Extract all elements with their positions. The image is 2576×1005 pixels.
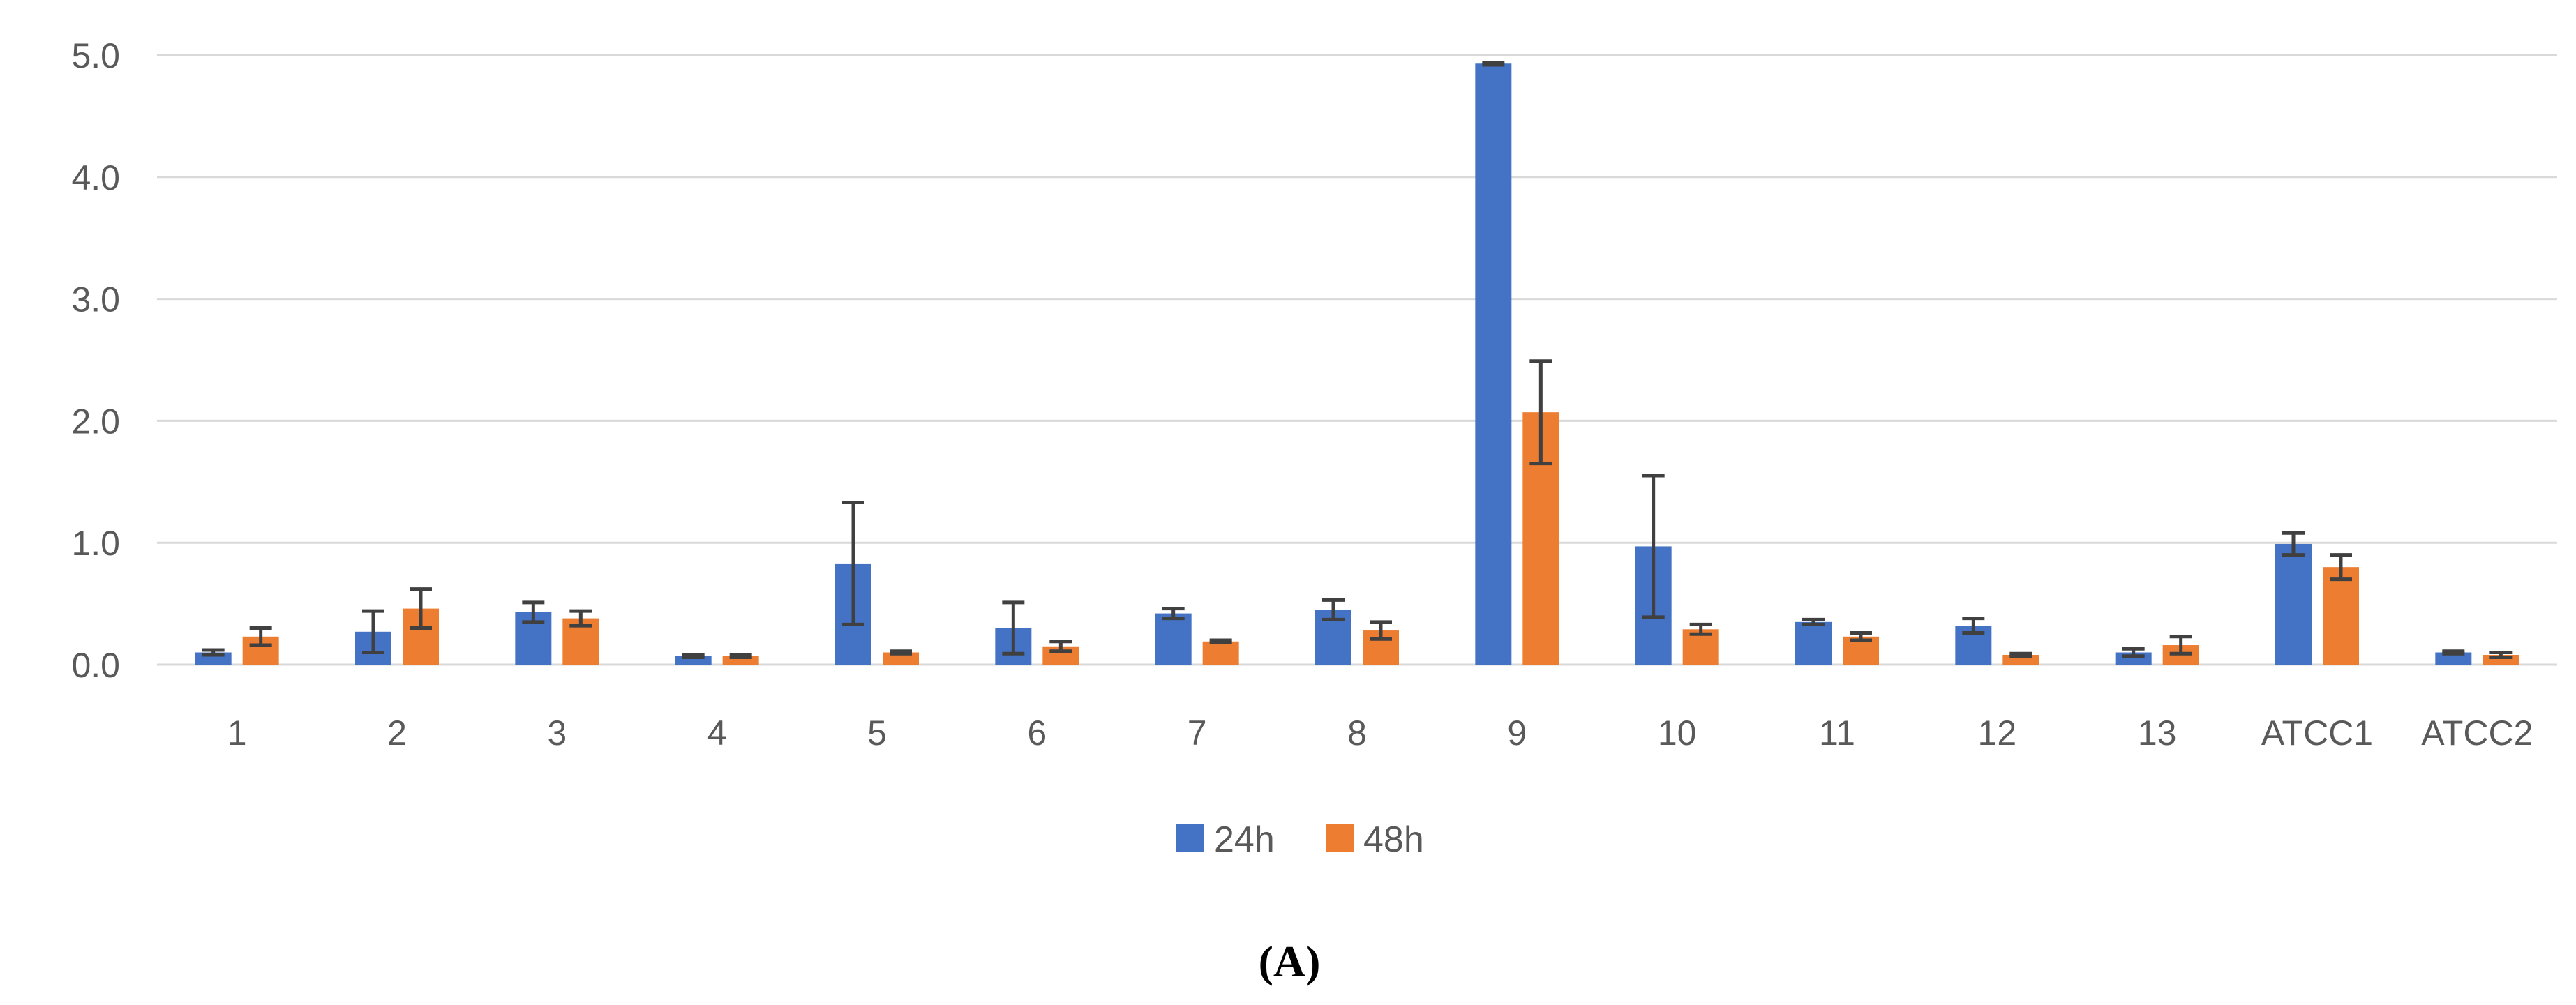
- x-tick-label-3: 3: [547, 713, 567, 753]
- x-tick-label-11: 11: [1819, 713, 1855, 753]
- x-tick-label-7: 7: [1188, 713, 1207, 753]
- legend-swatch-48h: [1326, 824, 1354, 852]
- bar-24h-ATCC1: [2275, 543, 2312, 665]
- x-tick-label-6: 6: [1027, 713, 1047, 753]
- x-tick-label-9: 9: [1507, 713, 1527, 753]
- x-tick-label-10: 10: [1658, 713, 1697, 753]
- x-tick-label-12: 12: [1978, 713, 2017, 753]
- error-bar-48h-9: [1529, 359, 1552, 466]
- x-tick-label-ATCC2: ATCC2: [2421, 713, 2533, 753]
- error-bar-24h-9: [1482, 60, 1505, 67]
- y-tick-label: 2.0: [71, 402, 120, 441]
- error-bar-24h-8: [1322, 598, 1345, 621]
- bar-24h-ATCC2: [2435, 652, 2472, 665]
- x-tick-label-4: 4: [707, 713, 727, 753]
- x-tick-label-13: 13: [2138, 713, 2177, 753]
- error-bar-24h-7: [1162, 607, 1185, 621]
- x-tick-label-5: 5: [867, 713, 887, 753]
- bars: [195, 63, 2519, 665]
- error-bar-24h-10: [1642, 474, 1665, 619]
- error-bar-48h-5: [890, 649, 912, 656]
- error-bar-48h-6: [1049, 640, 1072, 653]
- x-tick-label-1: 1: [227, 713, 247, 753]
- error-bar-24h-6: [1002, 600, 1025, 656]
- error-bar-24h-2: [362, 609, 384, 655]
- error-bar-48h-3: [569, 609, 592, 628]
- x-tick-label-ATCC1: ATCC1: [2261, 713, 2373, 753]
- error-bar-48h-4: [729, 653, 752, 660]
- legend-swatch-24h: [1176, 824, 1204, 852]
- bar-24h-11: [1795, 621, 1832, 665]
- x-axis-tick-labels: 1 2 3 4 5 6 7 8 9 10 11 12 13 ATCC1 ATCC2: [227, 713, 2533, 753]
- error-bar-24h-5: [842, 501, 864, 626]
- bar-24h-9: [1475, 63, 1512, 665]
- error-bar-48h-11: [1850, 631, 1872, 642]
- bar-48h-ATCC1: [2323, 567, 2359, 665]
- y-tick-label: 3.0: [71, 280, 120, 319]
- x-tick-label-2: 2: [387, 713, 407, 753]
- y-tick-label: 1.0: [71, 524, 120, 563]
- panel-label: (A): [1259, 937, 1321, 986]
- bar-48h-5: [883, 652, 919, 665]
- error-bar-24h-3: [522, 600, 545, 624]
- bar-48h-7: [1202, 641, 1239, 665]
- error-bar-24h-11: [1802, 617, 1825, 626]
- error-bar-48h-8: [1370, 620, 1392, 641]
- error-bar-24h-ATCC1: [2282, 531, 2305, 557]
- error-bar-24h-ATCC2: [2442, 649, 2465, 656]
- error-bar-48h-1: [249, 626, 272, 647]
- y-axis-tick-labels: 0.0 1.0 2.0 3.0 4.0 5.0: [71, 36, 120, 685]
- y-tick-label: 4.0: [71, 158, 120, 197]
- error-bars: [202, 60, 2513, 660]
- error-bar-24h-13: [2122, 647, 2145, 658]
- error-bar-48h-2: [410, 587, 432, 630]
- bar-24h-7: [1155, 613, 1192, 665]
- y-tick-label: 0.0: [71, 646, 120, 685]
- error-bar-24h-4: [682, 653, 705, 660]
- error-bar-24h-12: [1962, 617, 1985, 635]
- error-bar-48h-13: [2169, 635, 2192, 656]
- error-bar-24h-1: [202, 648, 225, 657]
- y-tick-label: 5.0: [71, 36, 120, 75]
- x-tick-label-8: 8: [1347, 713, 1367, 753]
- error-bar-48h-ATCC1: [2330, 553, 2352, 582]
- legend-label-48h: 48h: [1363, 819, 1424, 860]
- gridlines: [157, 54, 2557, 666]
- error-bar-48h-12: [2009, 651, 2032, 658]
- legend: 24h 48h: [1176, 819, 1424, 860]
- error-bar-48h-10: [1689, 622, 1712, 636]
- error-bar-48h-7: [1209, 638, 1232, 645]
- legend-label-24h: 24h: [1214, 819, 1275, 860]
- error-bar-48h-ATCC2: [2489, 651, 2513, 660]
